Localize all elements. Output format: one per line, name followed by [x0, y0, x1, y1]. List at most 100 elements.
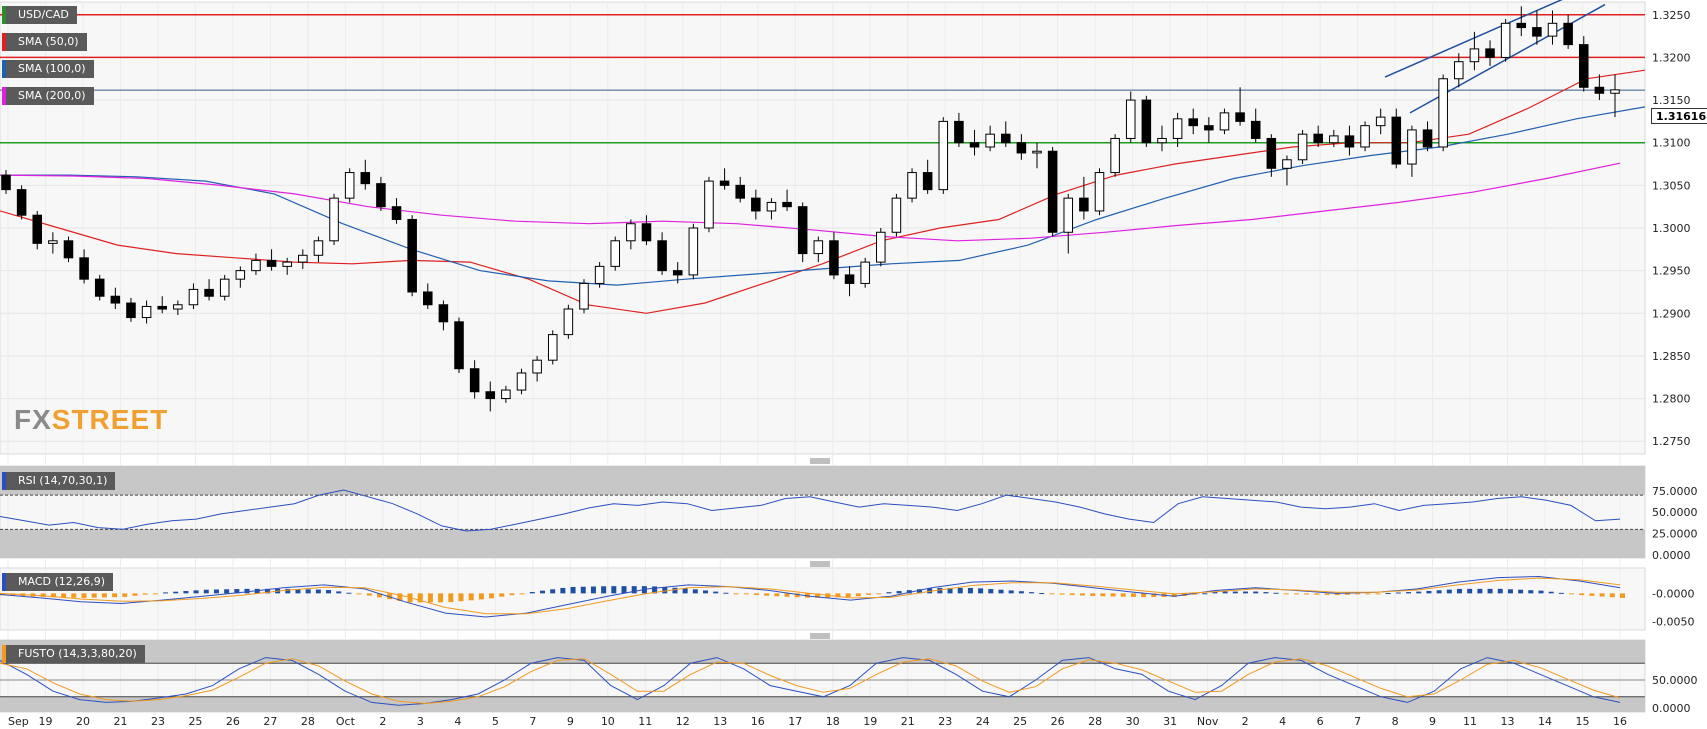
macd-histogram-bar	[1008, 590, 1014, 594]
macd-histogram-bar	[774, 593, 780, 597]
date-tick-label: 21	[113, 715, 127, 728]
macd-panel	[0, 567, 1646, 631]
macd-histogram-bar	[50, 593, 56, 598]
macd-histogram-bar	[1558, 592, 1564, 594]
macd-histogram-bar	[967, 587, 973, 594]
macd-histogram-bar	[1090, 593, 1096, 596]
macd-histogram-bar	[1192, 593, 1198, 595]
candle-body	[1329, 135, 1339, 144]
macd-histogram-bar	[1232, 591, 1238, 594]
candle-body	[423, 291, 433, 306]
candle-body	[16, 189, 27, 216]
legend-item[interactable]: USD/CAD	[2, 6, 77, 24]
macd-histogram-bar	[438, 593, 444, 603]
macd-histogram-bar	[397, 593, 403, 602]
candle-body	[235, 270, 246, 280]
candle-body	[1594, 86, 1605, 94]
macd-histogram-bar	[1049, 593, 1055, 595]
date-tick-label: 9	[567, 715, 574, 728]
candle-body	[157, 305, 167, 310]
date-tick-label: 17	[788, 715, 802, 728]
date-tick-label: 23	[151, 715, 165, 728]
rsi-tick-label: 0.0000	[1652, 549, 1691, 562]
macd-histogram-bar	[213, 589, 219, 594]
macd-histogram-bar	[1334, 593, 1340, 596]
macd-histogram-bar	[1293, 593, 1299, 595]
macd-histogram-bar	[1426, 590, 1432, 594]
macd-histogram-bar	[1243, 591, 1249, 594]
candle-body	[797, 206, 808, 255]
macd-line	[0, 575, 1621, 618]
macd-histogram-bar	[1569, 593, 1575, 595]
macd-histogram-bar	[794, 593, 800, 598]
candle-body	[704, 180, 714, 229]
legend-item[interactable]: SMA (100,0)	[2, 60, 94, 78]
candle-body	[1141, 99, 1152, 144]
candle-body	[547, 334, 558, 361]
macd-histogram-bar	[540, 590, 545, 594]
macd-histogram-bar	[71, 593, 77, 598]
macd-histogram-bar	[1528, 590, 1534, 594]
candle-body	[1266, 137, 1277, 169]
macd-histogram-bar	[1355, 593, 1361, 595]
panel-resize-handles[interactable]	[810, 458, 830, 639]
indicator-panel-label[interactable]: MACD (12,26,9)	[2, 573, 114, 591]
macd-histogram-bar	[988, 589, 994, 594]
candle-body	[813, 240, 824, 255]
candle-body	[1438, 78, 1448, 148]
candle-body	[79, 257, 89, 280]
macd-histogram-bar	[886, 592, 892, 594]
candle-body	[329, 197, 339, 242]
candle-body	[516, 372, 527, 391]
macd-histogram-bar	[672, 587, 678, 594]
date-tick-label: 15	[1576, 715, 1590, 728]
stoch-tick-label: 0.0000	[1652, 702, 1691, 715]
candle-body	[766, 201, 777, 212]
candle-body	[579, 282, 589, 310]
legend-item[interactable]: SMA (200,0)	[2, 87, 94, 105]
candle-body	[1125, 99, 1136, 139]
date-tick-label: 11	[1463, 715, 1477, 728]
macd-histogram-bar	[1620, 593, 1625, 598]
macd-histogram-bar	[550, 589, 556, 594]
price-tick-label: 1.3150	[1652, 94, 1691, 107]
rsi-tick-label: 25.0000	[1652, 528, 1698, 541]
date-tick-label: 10	[601, 715, 615, 728]
candle-body	[1454, 61, 1464, 80]
macd-histogram-bar	[611, 586, 617, 594]
macd-histogram-bar	[1538, 590, 1544, 594]
macd-histogram-bar	[1507, 589, 1513, 594]
macd-histogram-bar	[173, 591, 179, 594]
macd-histogram-bar	[122, 593, 128, 597]
macd-histogram-bar	[81, 593, 87, 598]
macd-histogram-bar	[713, 591, 719, 594]
macd-histogram-bar	[743, 593, 749, 595]
date-tick-label: 14	[1538, 715, 1552, 728]
sma-100-line	[0, 106, 1646, 286]
candle-body	[1204, 125, 1214, 131]
rsi-oversold-zone	[0, 529, 1645, 558]
macd-histogram-bar	[489, 593, 495, 599]
candle-body	[1235, 112, 1245, 122]
macd-histogram-bar	[305, 589, 311, 594]
candle-body	[282, 261, 292, 267]
candle-body	[1516, 22, 1527, 29]
macd-histogram-bar	[1324, 593, 1330, 595]
date-tick-label: 13	[713, 715, 727, 728]
macd-histogram-bar	[61, 593, 67, 598]
date-tick-label: 26	[226, 715, 240, 728]
time-axis: Sep 19 20 21 23 25 26 27 28 Oct 2 3 4 5 7 9 10 11 12 13 16 17…	[8, 715, 1627, 728]
macd-histogram-bar	[91, 593, 97, 598]
candle-body	[1485, 48, 1495, 58]
indicator-panel-label[interactable]: RSI (14,70,30,1)	[2, 472, 116, 490]
candle-body	[485, 391, 496, 400]
legend-item[interactable]: SMA (50,0)	[2, 33, 87, 51]
macd-histogram-bar	[1497, 588, 1503, 594]
macd-histogram-bar	[580, 586, 586, 594]
date-tick-label: 7	[529, 715, 536, 728]
date-tick-label: 26	[1051, 715, 1065, 728]
macd-histogram-bar	[366, 593, 372, 596]
indicator-panel-label[interactable]: FUSTO (14,3,3,80,20)	[2, 645, 145, 663]
macd-histogram-bar	[947, 587, 953, 594]
